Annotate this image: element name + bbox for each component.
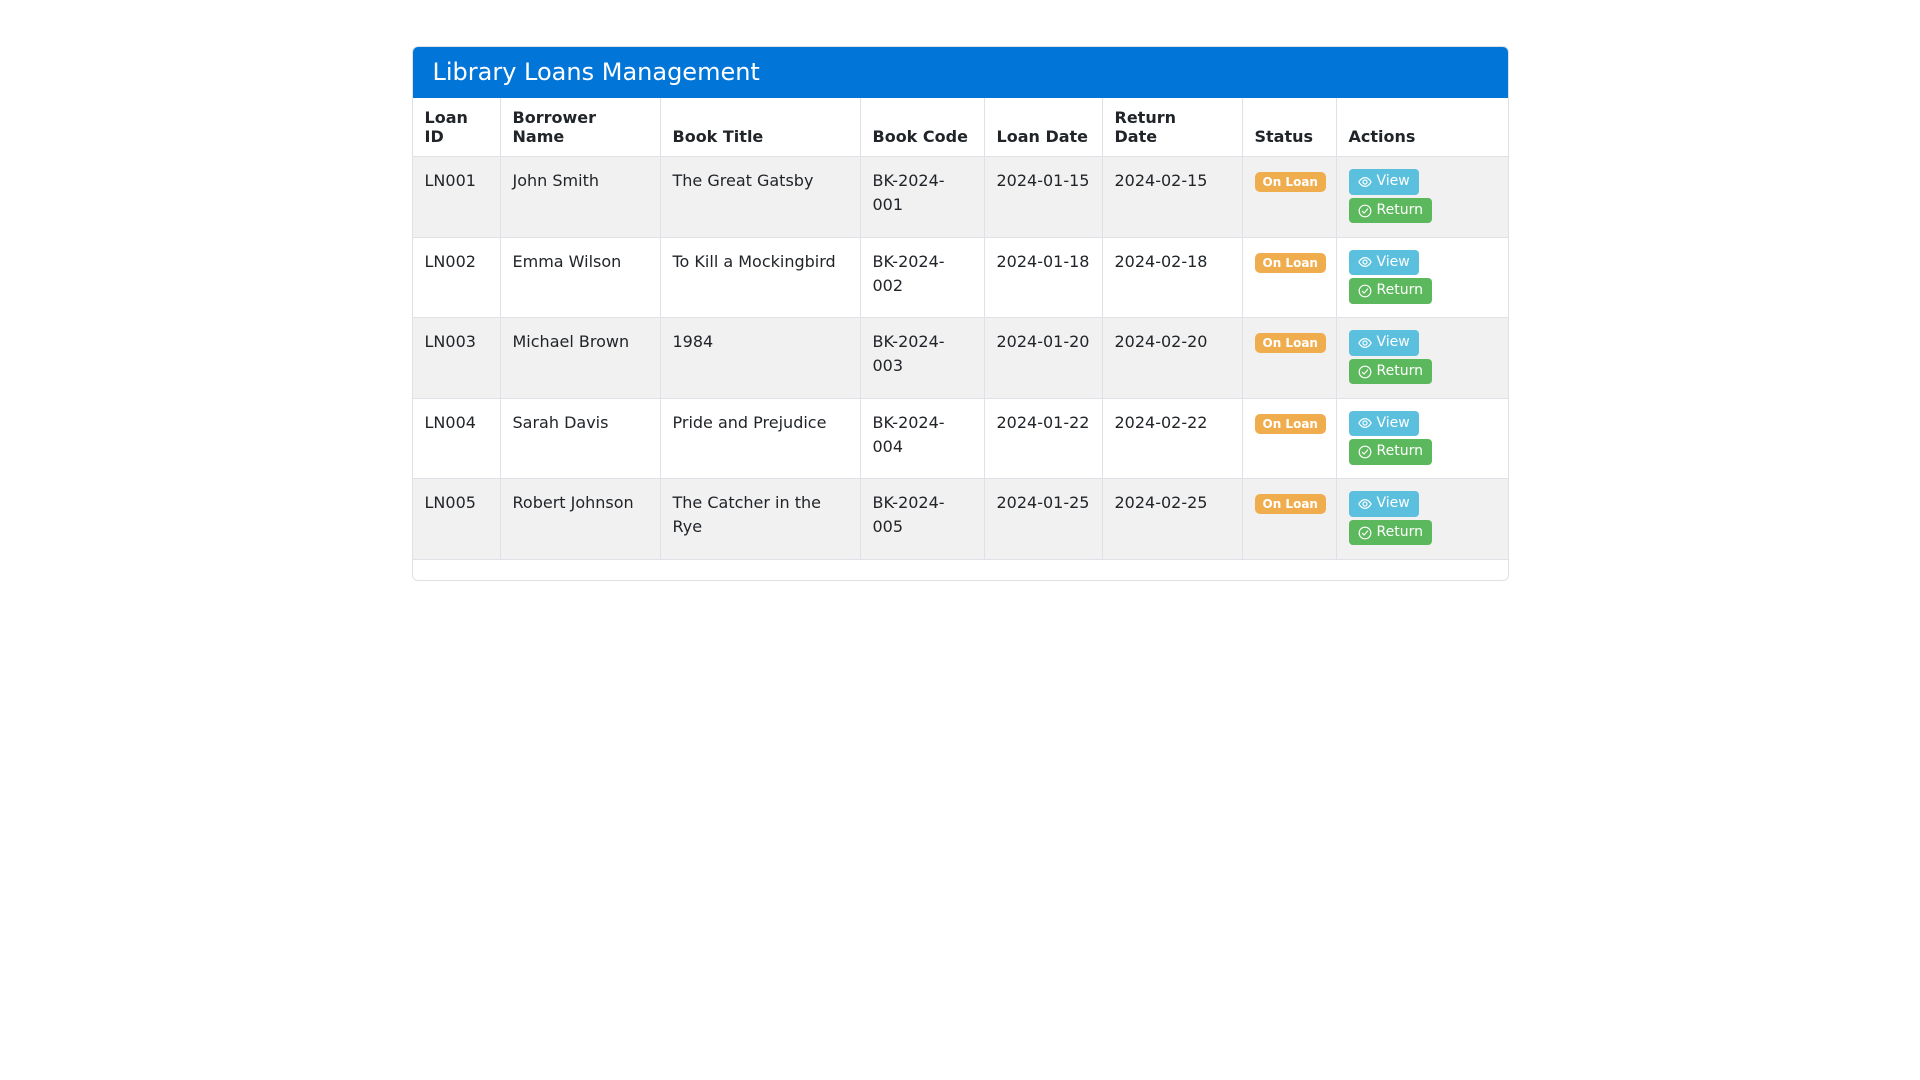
- view-button-label: View: [1376, 253, 1410, 270]
- book-title-cell: To Kill a Mockingbird: [660, 237, 861, 319]
- loan-date-cell: 2024-01-25: [984, 479, 1103, 560]
- book-code-cell: BK-2024-003: [860, 318, 985, 399]
- borrower-cell: John Smith: [500, 157, 661, 238]
- return-button-label: Return: [1376, 201, 1423, 218]
- book-title-cell: The Great Gatsby: [660, 157, 861, 238]
- view-button[interactable]: View: [1348, 410, 1419, 437]
- borrower-cell: Robert Johnson: [500, 479, 661, 560]
- return-date-cell: 2024-02-18: [1102, 237, 1243, 319]
- view-button[interactable]: View: [1348, 249, 1419, 276]
- return-button-label: Return: [1376, 523, 1423, 540]
- page-title: Library Loans Management: [412, 47, 1508, 98]
- column-header-loan-date: Loan Date: [984, 97, 1103, 158]
- check-circle-icon: [1358, 204, 1372, 218]
- actions-cell: View Return: [1336, 157, 1508, 238]
- loans-tbody: LN001 John Smith The Great Gatsby BK-202…: [412, 157, 1508, 560]
- loan-id-cell: LN003: [412, 318, 501, 399]
- check-circle-icon: [1358, 365, 1372, 379]
- return-date-cell: 2024-02-15: [1102, 157, 1243, 238]
- loan-date-cell: 2024-01-15: [984, 157, 1103, 238]
- return-button-label: Return: [1376, 362, 1423, 379]
- return-button[interactable]: Return: [1348, 278, 1432, 304]
- borrower-cell: Michael Brown: [500, 318, 661, 399]
- book-code-cell: BK-2024-001: [860, 157, 985, 238]
- column-header-actions: Actions: [1336, 97, 1508, 158]
- eye-icon: [1357, 255, 1372, 269]
- column-header-loan-id: Loan ID: [412, 97, 501, 158]
- table-header-row: Loan ID Borrower Name Book Title Book Co…: [412, 97, 1508, 158]
- table-row: LN004 Sarah Davis Pride and Prejudice BK…: [412, 398, 1508, 480]
- actions-cell: View Return: [1336, 399, 1508, 480]
- view-button[interactable]: View: [1348, 491, 1419, 517]
- return-button[interactable]: Return: [1348, 439, 1432, 465]
- return-button-label: Return: [1376, 282, 1423, 299]
- loan-date-cell: 2024-01-20: [984, 318, 1103, 399]
- eye-icon: [1357, 497, 1372, 511]
- book-title-cell: Pride and Prejudice: [660, 398, 861, 480]
- status-badge: On Loan: [1254, 172, 1326, 193]
- loan-id-cell: LN001: [412, 157, 501, 238]
- loan-id-cell: LN004: [412, 398, 501, 480]
- return-button[interactable]: Return: [1348, 519, 1432, 546]
- book-code-cell: BK-2024-004: [860, 398, 985, 480]
- column-header-book-code: Book Code: [860, 97, 985, 158]
- loans-table: Loan ID Borrower Name Book Title Book Co…: [412, 97, 1508, 560]
- table-row: LN002 Emma Wilson To Kill a Mockingbird …: [412, 237, 1508, 319]
- eye-icon: [1357, 336, 1372, 350]
- status-cell: On Loan: [1242, 318, 1337, 399]
- view-button-label: View: [1376, 495, 1410, 512]
- eye-icon: [1357, 175, 1372, 189]
- borrower-cell: Sarah Davis: [500, 398, 661, 480]
- loan-id-cell: LN002: [412, 237, 501, 319]
- status-badge: On Loan: [1254, 252, 1326, 273]
- check-circle-icon: [1358, 445, 1372, 459]
- view-button[interactable]: View: [1348, 169, 1419, 195]
- status-badge: On Loan: [1254, 413, 1326, 434]
- column-header-book-title: Book Title: [660, 97, 861, 158]
- status-cell: On Loan: [1242, 479, 1337, 560]
- return-button[interactable]: Return: [1348, 358, 1432, 385]
- return-button[interactable]: Return: [1348, 197, 1432, 224]
- column-header-return-date: Return Date: [1102, 97, 1243, 158]
- loan-date-cell: 2024-01-22: [984, 398, 1103, 480]
- return-date-cell: 2024-02-25: [1102, 479, 1243, 560]
- view-button-label: View: [1376, 414, 1410, 431]
- column-header-borrower: Borrower Name: [500, 97, 661, 158]
- loans-card: Library Loans Management Loan ID Borrowe…: [411, 46, 1509, 581]
- return-date-cell: 2024-02-22: [1102, 398, 1243, 480]
- view-button-label: View: [1376, 334, 1410, 351]
- status-cell: On Loan: [1242, 237, 1337, 319]
- eye-icon: [1357, 416, 1372, 430]
- actions-cell: View Return: [1336, 238, 1508, 319]
- actions-cell: View Return: [1336, 479, 1508, 560]
- borrower-cell: Emma Wilson: [500, 237, 661, 319]
- table-row: LN001 John Smith The Great Gatsby BK-202…: [412, 157, 1508, 238]
- view-button[interactable]: View: [1348, 330, 1419, 356]
- book-code-cell: BK-2024-005: [860, 479, 985, 560]
- table-row: LN003 Michael Brown 1984 BK-2024-003 202…: [412, 318, 1508, 399]
- status-badge: On Loan: [1254, 494, 1326, 515]
- return-button-label: Return: [1376, 443, 1423, 460]
- status-badge: On Loan: [1254, 333, 1326, 354]
- view-button-label: View: [1376, 173, 1410, 190]
- actions-cell: View Return: [1336, 318, 1508, 399]
- book-title-cell: 1984: [660, 318, 861, 399]
- check-circle-icon: [1358, 284, 1372, 298]
- column-header-status: Status: [1242, 97, 1337, 158]
- book-title-cell: The Catcher in the Rye: [660, 479, 861, 560]
- book-code-cell: BK-2024-002: [860, 237, 985, 319]
- check-circle-icon: [1358, 526, 1372, 540]
- return-date-cell: 2024-02-20: [1102, 318, 1243, 399]
- status-cell: On Loan: [1242, 157, 1337, 238]
- loan-date-cell: 2024-01-18: [984, 237, 1103, 319]
- table-row: LN005 Robert Johnson The Catcher in the …: [412, 479, 1508, 560]
- status-cell: On Loan: [1242, 398, 1337, 480]
- loan-id-cell: LN005: [412, 479, 501, 560]
